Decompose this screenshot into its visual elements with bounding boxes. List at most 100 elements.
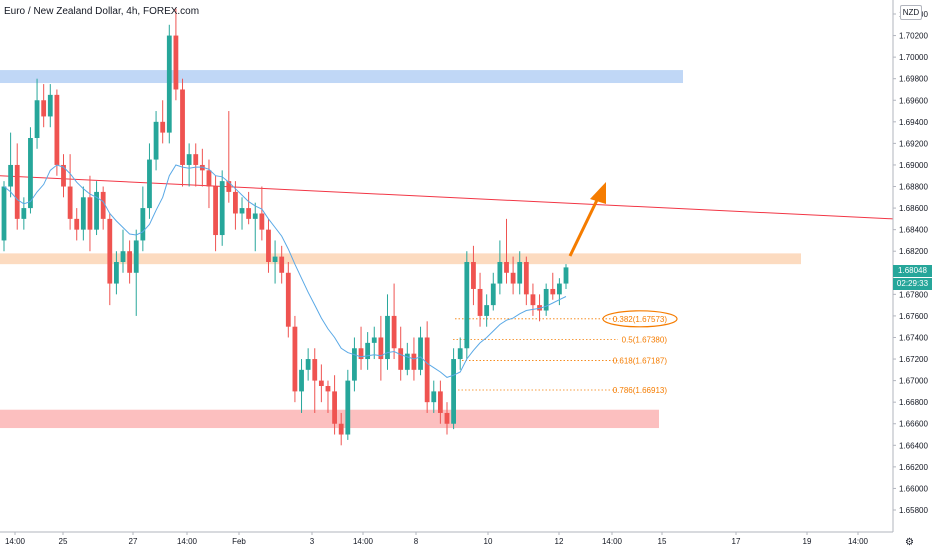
candle-body [107,218,113,284]
candle-body [193,154,199,165]
grid [0,0,893,532]
time-tick-label: 25 [59,537,68,546]
time-tick-label: 27 [129,537,138,546]
candle-body [67,186,73,219]
candle-body [87,197,93,230]
candle-body [166,35,172,133]
candle-body [299,369,304,392]
candle-body [133,240,139,273]
candle-body [530,294,536,306]
candle-body [226,181,232,192]
time-tick-label: 14:00 [177,537,198,546]
candle-body [266,229,271,262]
candle-body [325,386,331,392]
arrow-head [590,182,606,204]
candle-body [477,288,483,316]
candle-body [292,326,298,392]
time-tick-label: Feb [232,537,246,546]
forecast-arrow [568,182,606,257]
price-tick-label: 1.69600 [899,96,928,105]
price-tick-label: 1.68800 [899,183,928,192]
candle-body [543,288,549,311]
candle-body [451,359,456,424]
candle-body [147,159,152,209]
price-tick-label: 1.69400 [899,118,928,127]
fib-highlight-ellipse [602,310,678,328]
fibonacci-retracement: 0.382(1.67573) 0.5(1.67380) 0.618(1.67187)… [453,310,678,395]
arrow-shaft [568,197,600,257]
time-tick-label: 14:00 [353,537,374,546]
time-tick-label: 12 [555,537,564,546]
candle-body [213,186,218,236]
candle-body [153,121,159,160]
plot-background [0,0,893,532]
time-tick-label: 3 [310,537,315,546]
candle-body [94,191,99,230]
price-tick-label: 1.68600 [899,204,928,213]
candle-body [497,262,503,284]
candle-body [180,89,185,165]
price-tick-label: 1.66000 [899,484,928,493]
candle-body [127,251,133,273]
candle-body [550,288,556,295]
candle-body [186,154,192,165]
candle-body [365,342,371,360]
candle-body [21,208,27,219]
fib-level-label: 0.786(1.66913) [613,386,668,395]
supply-zone [0,70,683,84]
countdown-label: 02:29:33 [893,278,932,290]
price-tick-label: 1.67800 [899,290,928,299]
price-tick-label: 1.66200 [899,463,928,472]
candle-body [61,164,66,187]
time-tick-label: 14:00 [848,537,869,546]
candle-body [510,272,516,284]
time-tick-label: 19 [803,537,812,546]
candle-body [272,256,278,262]
price-tick-label: 1.67000 [899,377,928,386]
candle-body [345,380,351,435]
candle-body [34,100,40,138]
candle-body [246,208,252,219]
time-tick-label: 8 [414,537,419,546]
time-tick-label: 10 [484,537,493,546]
candle-body [160,121,166,133]
currency-badge[interactable]: NZD [900,5,922,20]
candle-body [47,94,53,117]
candle-body [457,348,463,360]
candle-body [54,94,60,165]
candle-body [404,353,410,370]
candle-body [28,138,33,209]
candle-body [437,391,443,413]
candle-body [431,391,437,403]
candle-body [14,164,20,219]
candle-body [1,186,7,241]
time-tick-label: 17 [732,537,741,546]
moving-average [3,164,567,378]
gear-icon[interactable]: ⚙ [905,537,914,548]
candle-body [490,283,496,306]
candle-body [464,262,470,349]
candle-body [8,164,14,187]
candle-body [504,262,509,273]
price-tick-label: 1.65800 [899,506,928,515]
price-tick-label: 1.68200 [899,247,928,256]
price-tick-label: 1.70000 [899,53,928,62]
price-tick-label: 1.69800 [899,75,928,84]
candle-body [371,337,377,343]
candle-body [100,191,106,219]
resistance-zone [0,253,801,265]
candle-body [391,315,397,349]
candle-body [173,35,179,90]
candle-body [424,337,430,403]
candle-body [378,337,384,360]
candle-body [41,100,47,117]
candle-body [233,191,238,214]
candle-body [517,262,523,284]
candle-body [418,337,423,370]
candle-body [239,208,245,214]
price-tick-label: 1.67400 [899,333,928,342]
candle-body [358,348,364,360]
candle-body [338,423,344,435]
candle-body [140,208,146,241]
